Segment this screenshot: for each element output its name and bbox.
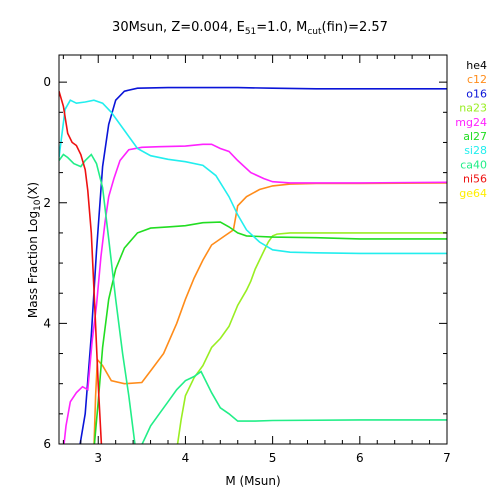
x-tick-label-5: 5	[269, 451, 277, 465]
x-tick-label-3: 3	[94, 451, 102, 465]
y-tick-label-0: 0	[43, 75, 51, 89]
y-axis-label: Mass Fraction Log10(X)	[26, 182, 43, 318]
series-line-o16	[79, 86, 447, 444]
y-axis: 0 2 4 6	[43, 75, 447, 451]
legend-entry-na23: na23	[459, 102, 487, 115]
series-line-na23	[176, 232, 447, 444]
series-line-mg24	[63, 143, 447, 444]
legend-entry-al27: al27	[463, 130, 487, 143]
series-line-al27	[93, 221, 447, 444]
series-line-ni56	[59, 90, 103, 444]
series-line-c12	[93, 182, 447, 444]
chart-title: 30Msun, Z=0.004, E51=1.0, Mcut(fin)=2.57	[112, 20, 388, 37]
plot-frame	[58, 54, 448, 445]
x-tick-label-7: 7	[443, 451, 451, 465]
plot-lines	[59, 86, 447, 444]
series-line-si28	[59, 99, 447, 255]
x-tick-label-6: 6	[356, 451, 364, 465]
legend-entry-ge64: ge64	[459, 187, 487, 200]
legend-entry-o16: o16	[466, 87, 487, 100]
x-axis-label: M (Msun)	[225, 474, 280, 488]
legend-entry-c12: c12	[467, 73, 487, 86]
legend-entry-si28: si28	[464, 144, 487, 157]
x-tick-label-4: 4	[182, 451, 190, 465]
legend-entry-he4: he4	[466, 59, 487, 72]
x-axis: 3 4 5 6 7	[62, 55, 451, 465]
legend-entry-mg24: mg24	[455, 116, 487, 129]
legend-entry-ca40: ca40	[460, 158, 487, 171]
legend-entry-ni56: ni56	[463, 173, 487, 186]
series-line-ca40	[59, 153, 447, 444]
y-tick-label--6: 6	[43, 437, 51, 451]
y-tick-label--2: 2	[43, 196, 51, 210]
y-tick-label--4: 4	[43, 316, 51, 330]
